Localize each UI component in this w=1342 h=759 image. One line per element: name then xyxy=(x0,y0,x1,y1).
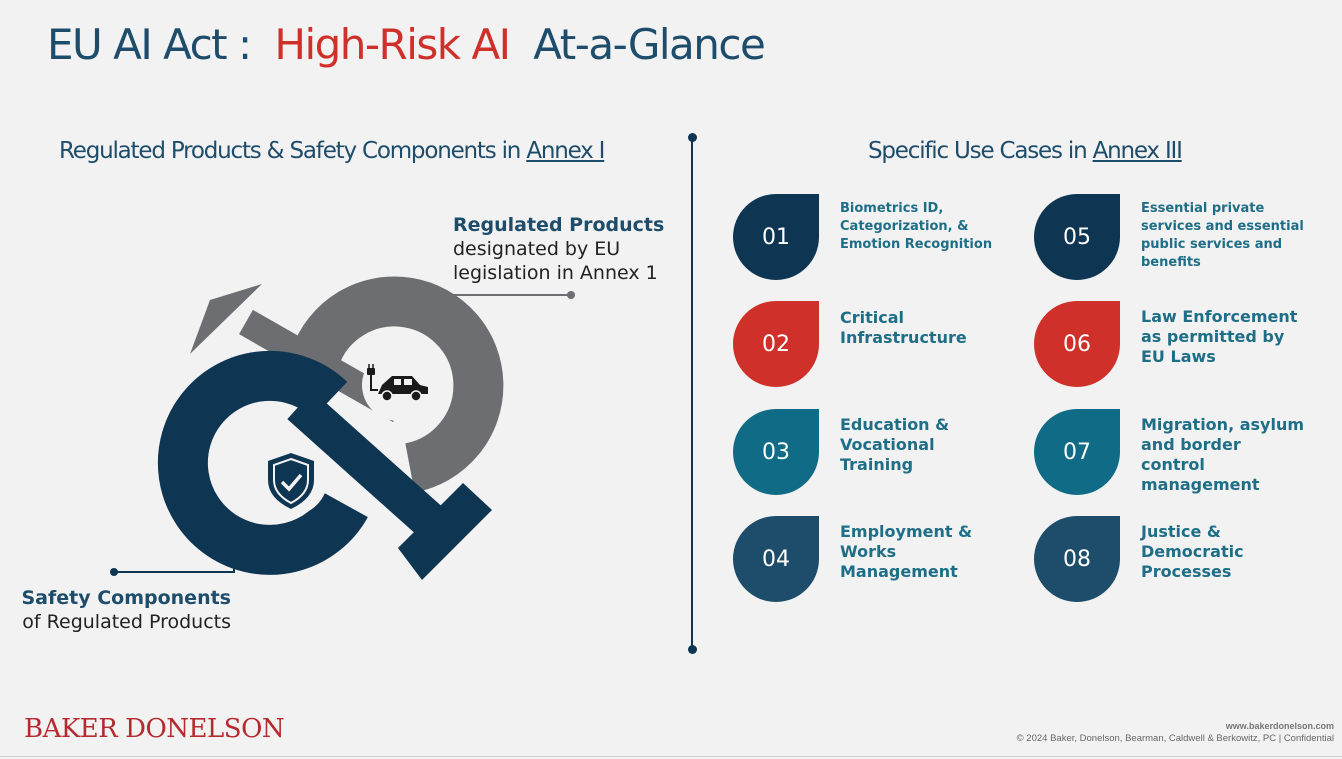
use-case-number-badge: 01 xyxy=(733,194,819,280)
use-case-item: 02 Critical Infrastructure xyxy=(733,301,1033,387)
use-case-label: Education & Vocational Training xyxy=(840,415,950,474)
use-case-number-badge: 05 xyxy=(1034,194,1120,280)
use-case-label: Biometrics ID, Categorization, & Emotion… xyxy=(840,201,993,252)
use-case-label: Employment & Works Management xyxy=(840,522,973,581)
divider-bottom-dot xyxy=(687,645,697,654)
title-highlight: High-Risk AI xyxy=(274,20,511,69)
section-divider xyxy=(691,137,693,650)
use-case-label: Critical Infrastructure xyxy=(840,308,967,347)
safety-components-connector xyxy=(114,545,235,573)
electric-car-icon xyxy=(367,364,428,402)
shield-check-icon xyxy=(268,453,314,509)
navy-arrow xyxy=(287,390,492,580)
use-case-item: 07 Migration, asylum and border control … xyxy=(1034,409,1334,495)
divider-top-dot xyxy=(687,133,697,142)
safety-components-callout: Safety Components of Regulated Products xyxy=(20,586,231,634)
use-case-number-badge: 07 xyxy=(1034,409,1120,495)
use-case-item: 03 Education & Vocational Training xyxy=(733,409,1033,495)
title-suffix: At-a-Glance xyxy=(533,20,766,69)
baker-donelson-logo: BAKER DONELSON xyxy=(24,714,285,744)
use-case-number-badge: 06 xyxy=(1034,301,1120,387)
use-case-number-badge: 03 xyxy=(733,409,819,495)
title-prefix: EU AI Act : xyxy=(47,20,252,69)
bottom-rule xyxy=(0,756,1342,757)
use-case-item: 05 Essential private services and essent… xyxy=(1034,194,1334,280)
safety-components-description: of Regulated Products xyxy=(22,611,231,633)
regulated-products-callout: Regulated Products designated by EU legi… xyxy=(453,213,693,285)
use-case-label: Justice & Democratic Processes xyxy=(1141,522,1244,581)
use-case-item: 08 Justice & Democratic Processes xyxy=(1034,516,1334,602)
annex-i-heading: Regulated Products & Safety Components i… xyxy=(59,138,605,164)
footer-website[interactable]: www.bakerdonelson.com xyxy=(1225,721,1334,731)
footer-copyright: © 2024 Baker, Donelson, Bearman, Caldwel… xyxy=(1016,733,1334,744)
regulated-products-title: Regulated Products xyxy=(453,214,665,236)
regulated-products-connector xyxy=(449,294,570,322)
use-case-label: Essential private services and essential… xyxy=(1141,201,1304,270)
use-case-item: 01 Biometrics ID, Categorization, & Emot… xyxy=(733,194,1033,280)
annex-iii-link[interactable]: Annex III xyxy=(1092,138,1183,164)
use-case-item: 06 Law Enforcement as permitted by EU La… xyxy=(1034,301,1334,387)
safety-components-connector-dot xyxy=(110,568,118,576)
regulated-products-connector-dot xyxy=(567,291,575,299)
annex-iii-heading: Specific Use Cases in Annex III xyxy=(868,138,1183,164)
safety-components-title: Safety Components xyxy=(21,587,231,609)
use-case-label: Migration, asylum and border control man… xyxy=(1141,415,1305,494)
regulated-products-graphic xyxy=(110,276,575,580)
use-case-item: 04 Employment & Works Management xyxy=(733,516,1033,602)
use-case-label: Law Enforcement as permitted by EU Laws xyxy=(1141,307,1298,366)
use-case-number-badge: 04 xyxy=(733,516,819,602)
use-case-number-badge: 02 xyxy=(733,301,819,387)
page-title: EU AI Act : High-Risk AI At-a-Glance xyxy=(47,20,766,69)
use-case-number-badge: 08 xyxy=(1034,516,1120,602)
annex-i-heading-text: Regulated Products & Safety Components i… xyxy=(59,138,521,164)
annex-iii-heading-text: Specific Use Cases in xyxy=(868,138,1088,164)
annex-i-link[interactable]: Annex I xyxy=(526,138,605,164)
regulated-products-description: designated by EU legislation in Annex 1 xyxy=(453,238,658,284)
